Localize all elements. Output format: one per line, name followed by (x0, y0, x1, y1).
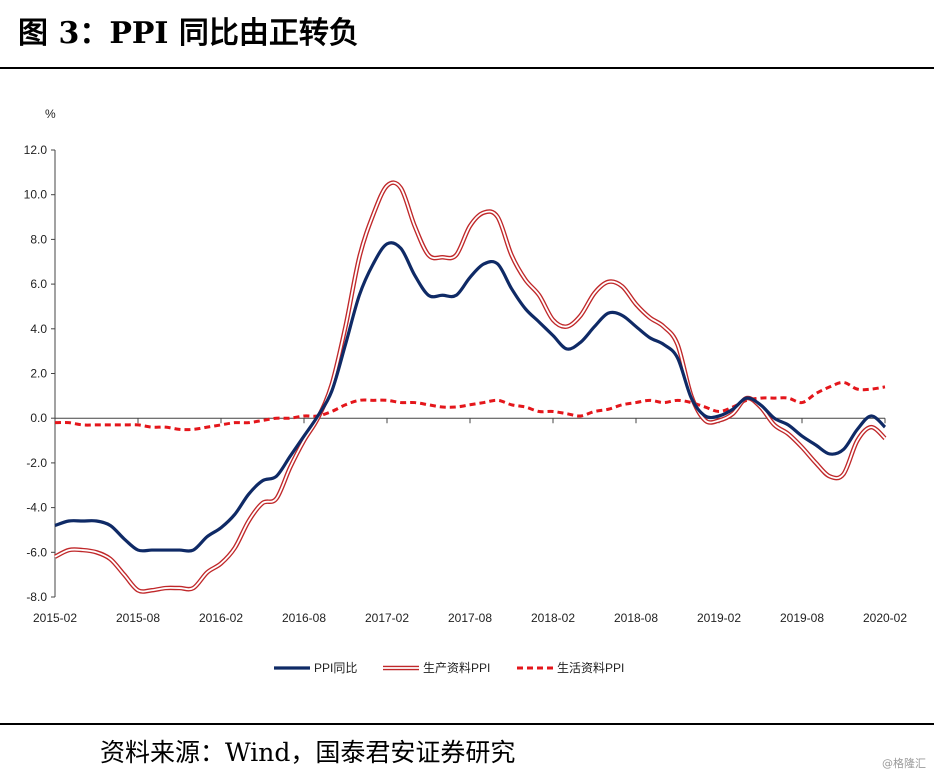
watermark: @格隆汇 (882, 757, 926, 770)
legend-label: 生活资料PPI (557, 661, 624, 675)
y-tick-label: -6.0 (26, 545, 47, 559)
x-tick-label: 2015-08 (116, 611, 160, 625)
series-lines (53, 180, 887, 594)
y-tick-label: 12.0 (24, 143, 48, 157)
x-tick-label: 2016-02 (199, 611, 243, 625)
y-tick-label: -4.0 (26, 501, 47, 515)
x-tick-label: 2017-08 (448, 611, 492, 625)
legend-label: 生产资料PPI (423, 661, 490, 675)
x-axis: 2015-02 2015-08 2016-02 2016-08 2017-02 2017-… (33, 417, 907, 625)
bottom-rule (0, 723, 934, 725)
y-tick-label: -2.0 (26, 456, 47, 470)
x-tick-label: 2020-02 (863, 611, 907, 625)
source-note: 资料来源：Wind，国泰君安证券研究 (100, 738, 516, 767)
x-tick-label: 2016-08 (282, 611, 326, 625)
series-line-ppi-yoy (54, 241, 887, 553)
y-tick-label: -8.0 (26, 590, 47, 604)
y-tick-label: 2.0 (30, 367, 47, 381)
series-line-producer-ppi-inner (54, 181, 886, 593)
y-tick-label: 8.0 (30, 232, 47, 246)
legend-item-ppi-yoy: PPI同比 (274, 661, 357, 675)
y-axis-unit: % (45, 107, 56, 121)
ppi-line-chart: -8.0 -6.0 -4.0 -2.0 0.0 2.0 4.0 6.0 8.0 10.0 12.0%… (24, 107, 908, 675)
y-axis: -8.0 -6.0 -4.0 -2.0 0.0 2.0 4.0 6.0 8.0 10.0 12.0% (24, 107, 56, 604)
y-tick-label: 4.0 (30, 322, 47, 336)
x-tick-label: 2018-08 (614, 611, 658, 625)
legend-item-producer-ppi: 生产资料PPI (383, 661, 490, 675)
series-line-producer-ppi (53, 180, 887, 594)
legend-item-consumer-goods-ppi: 生活资料PPI (517, 661, 624, 675)
top-rule (0, 67, 934, 69)
legend: PPI同比 生产资料PPI 生活资料PPI (274, 661, 624, 675)
x-tick-label: 2019-02 (697, 611, 741, 625)
y-tick-label: 10.0 (24, 188, 48, 202)
legend-label: PPI同比 (314, 661, 357, 675)
y-tick-label: 6.0 (30, 277, 47, 291)
figure-title: 图 3：PPI 同比由正转负 (18, 16, 359, 51)
y-tick-label: 0.0 (30, 411, 47, 425)
x-tick-label: 2017-02 (365, 611, 409, 625)
x-tick-label: 2019-08 (780, 611, 824, 625)
x-tick-label: 2018-02 (531, 611, 575, 625)
x-tick-label: 2015-02 (33, 611, 77, 625)
